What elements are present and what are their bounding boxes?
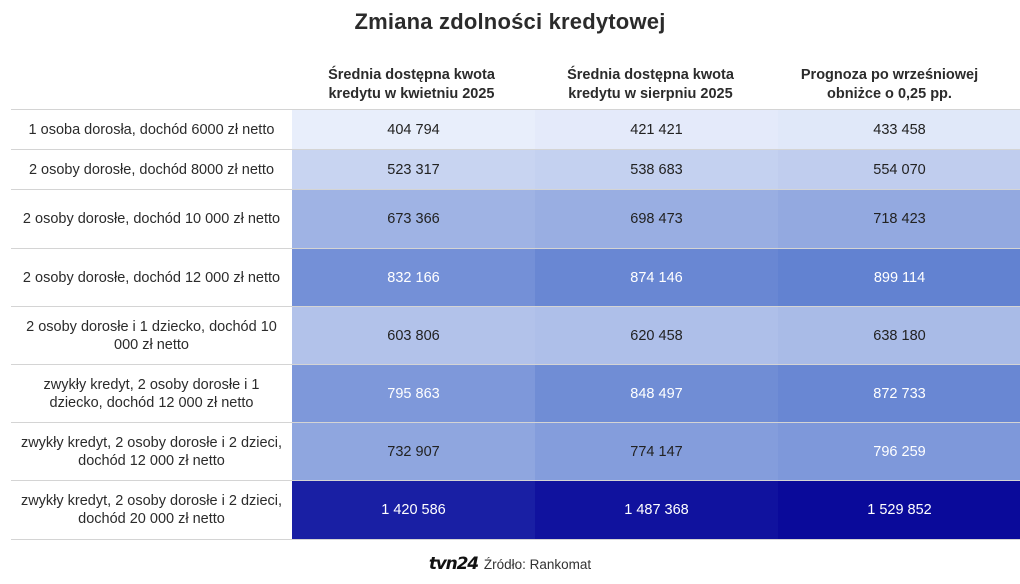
- value-cell: 421 421: [535, 109, 778, 150]
- row-label: zwykły kredyt, 2 osoby dorosłe i 1 dziec…: [11, 364, 292, 423]
- row-label: 2 osoby dorosłe, dochód 12 000 zł netto: [11, 248, 292, 307]
- row-label: 1 osoba dorosła, dochód 6000 zł netto: [11, 109, 292, 150]
- row-label: 2 osoby dorosłe, dochód 8000 zł netto: [11, 149, 292, 190]
- column-headers: Średnia dostępna kwota kredytu w kwietni…: [292, 62, 1009, 108]
- column-header-april: Średnia dostępna kwota kredytu w kwietni…: [328, 67, 495, 102]
- footer: tvn24 Źródło: Rankomat: [0, 553, 1020, 575]
- value-cell: 1 420 586: [292, 480, 535, 540]
- value-cell: 848 497: [535, 364, 778, 423]
- value-cell: 554 070: [778, 149, 1020, 190]
- table-row: zwykły kredyt, 2 osoby dorosłe i 1 dziec…: [11, 364, 1020, 423]
- value-cell: 698 473: [535, 189, 778, 249]
- value-cell: 538 683: [535, 149, 778, 190]
- value-cell: 732 907: [292, 422, 535, 481]
- value-cell: 620 458: [535, 306, 778, 365]
- column-header-forecast: Prognoza po wrześniowej obniżce o 0,25 p…: [800, 67, 979, 102]
- value-cell: 673 366: [292, 189, 535, 249]
- table-row: 2 osoby dorosłe i 1 dziecko, dochód 10 0…: [11, 306, 1020, 365]
- chart-title: Zmiana zdolności kredytowej: [354, 9, 666, 34]
- value-cell: 433 458: [778, 109, 1020, 150]
- value-cell: 899 114: [778, 248, 1020, 307]
- table-row: 2 osoby dorosłe, dochód 10 000 zł netto 6…: [11, 189, 1020, 249]
- value-cell: 603 806: [292, 306, 535, 365]
- value-cell: 872 733: [778, 364, 1020, 423]
- row-label: 2 osoby dorosłe i 1 dziecko, dochód 10 0…: [11, 306, 292, 365]
- value-cell: 874 146: [535, 248, 778, 307]
- row-label: 2 osoby dorosłe, dochód 10 000 zł netto: [11, 189, 292, 249]
- row-label: zwykły kredyt, 2 osoby dorosłe i 2 dziec…: [11, 422, 292, 481]
- table-row: 1 osoba dorosła, dochód 6000 zł netto 404…: [11, 109, 1020, 150]
- row-label: zwykły kredyt, 2 osoby dorosłe i 2 dziec…: [11, 480, 292, 540]
- value-cell: 774 147: [535, 422, 778, 481]
- value-cell: 1 487 368: [535, 480, 778, 540]
- tvn24-logo: tvn24: [428, 554, 479, 574]
- value-cell: 523 317: [292, 149, 535, 190]
- table-row: zwykły kredyt, 2 osoby dorosłe i 2 dziec…: [11, 422, 1020, 481]
- table-row: zwykły kredyt, 2 osoby dorosłe i 2 dziec…: [11, 480, 1020, 540]
- data-table: 1 osoba dorosła, dochód 6000 zł netto 404…: [11, 109, 1020, 540]
- value-cell: 796 259: [778, 422, 1020, 481]
- value-cell: 832 166: [292, 248, 535, 307]
- table-row: 2 osoby dorosłe, dochód 12 000 zł netto 8…: [11, 248, 1020, 307]
- column-header-august: Średnia dostępna kwota kredytu w sierpni…: [567, 67, 734, 102]
- value-cell: 795 863: [292, 364, 535, 423]
- source-note: Źródło: Rankomat: [483, 556, 592, 572]
- table-row: 2 osoby dorosłe, dochód 8000 zł netto 523…: [11, 149, 1020, 190]
- value-cell: 638 180: [778, 306, 1020, 365]
- value-cell: 404 794: [292, 109, 535, 150]
- value-cell: 718 423: [778, 189, 1020, 249]
- value-cell: 1 529 852: [778, 480, 1020, 540]
